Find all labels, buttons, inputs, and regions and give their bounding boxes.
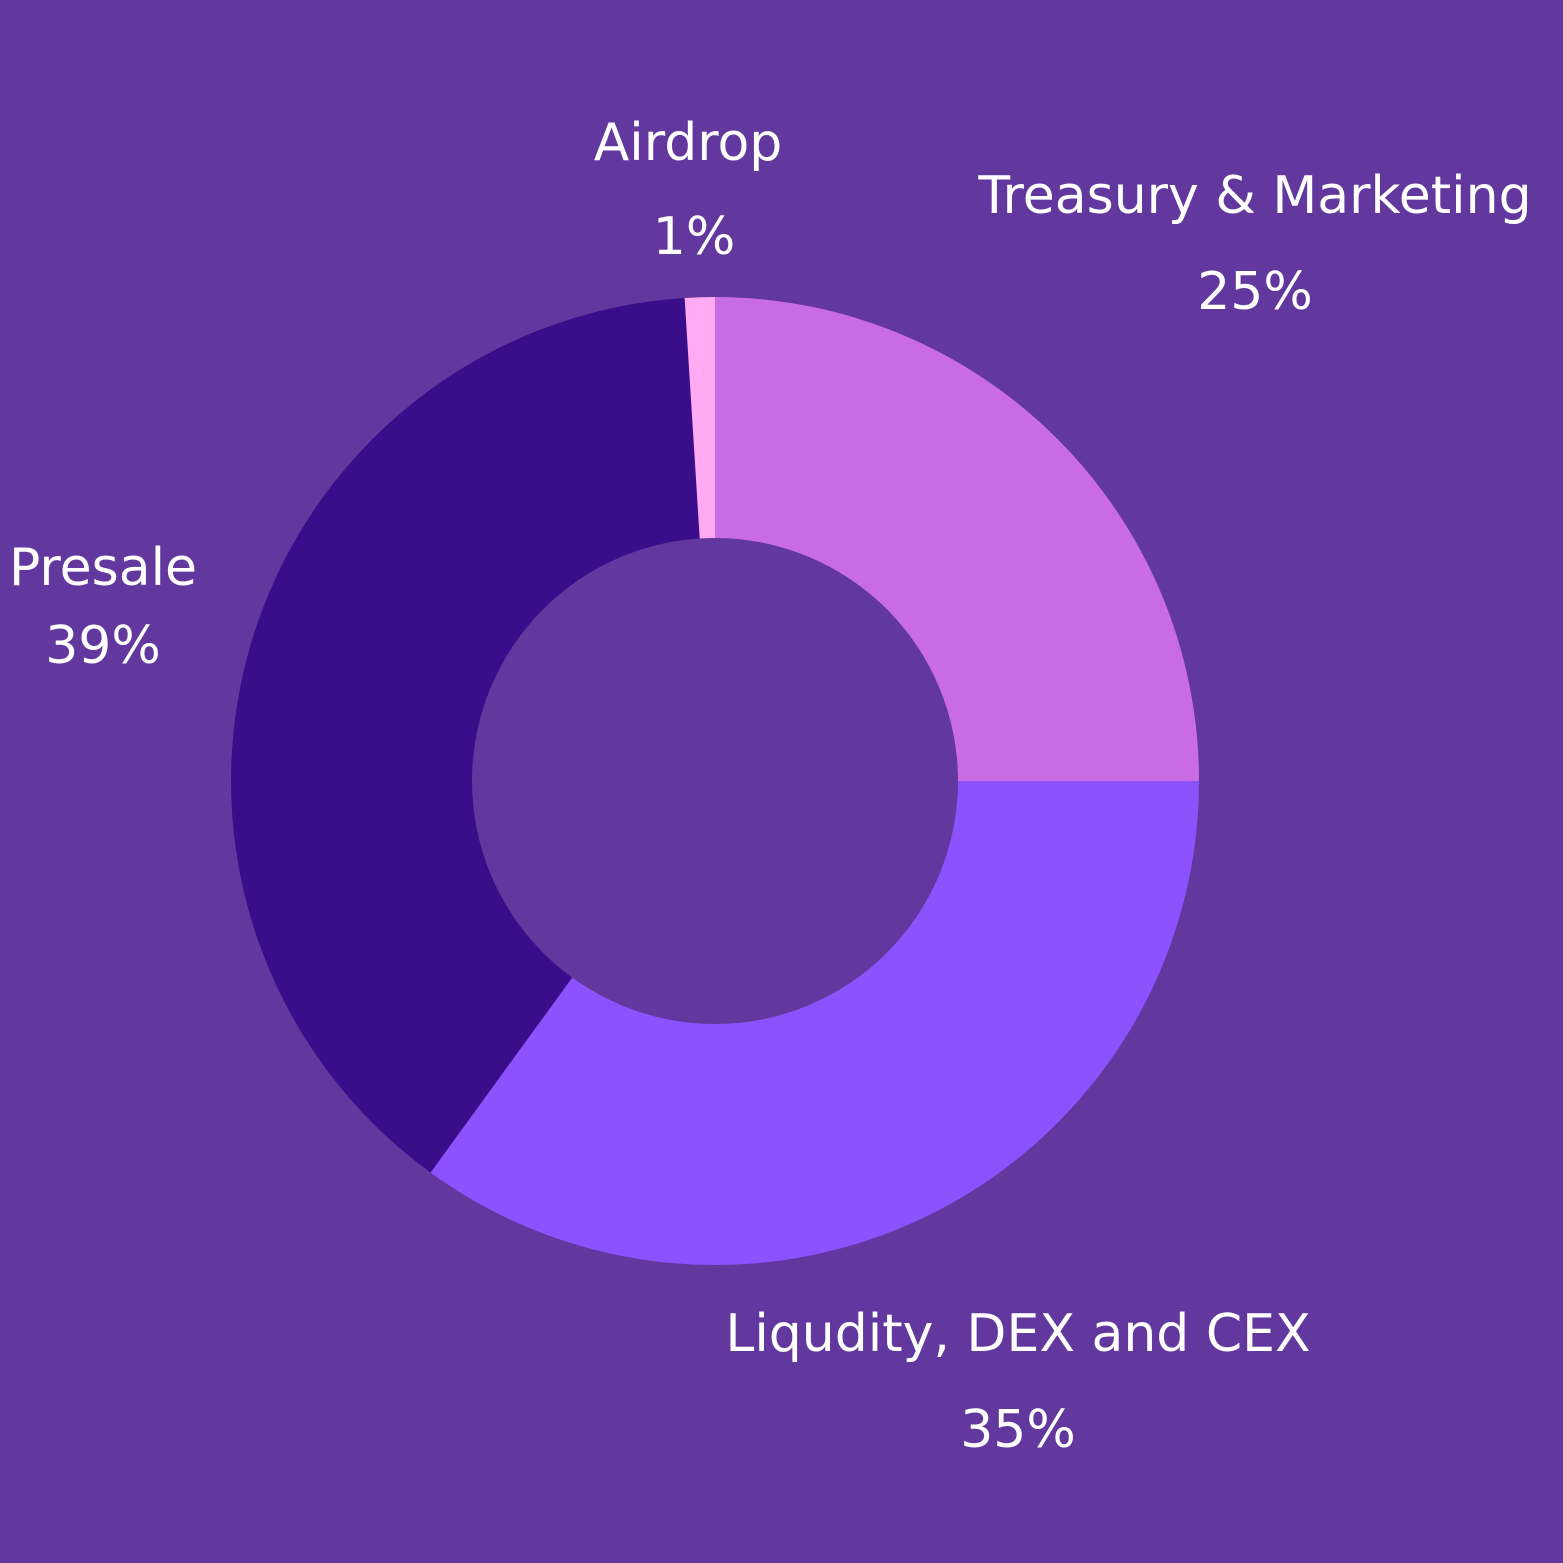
slice-name-label: Presale (9, 538, 197, 598)
slice-presale (231, 297, 715, 1173)
slice-percent-label: 39% (45, 616, 161, 676)
label-liquidity-dex-cex: Liqudity, DEX and CEX 35% (725, 1304, 1310, 1460)
slice-name-label: Airdrop (594, 113, 783, 173)
label-treasury-marketing: Treasury & Marketing 25% (977, 166, 1531, 322)
donut-hole (472, 538, 958, 1024)
label-airdrop: Airdrop 1% (594, 113, 783, 267)
slice-percent-label: 25% (1197, 262, 1313, 322)
slice-percent-label: 1% (653, 207, 736, 267)
slice-percent-label: 35% (960, 1400, 1076, 1460)
slices-group (231, 297, 1199, 1265)
label-presale: Presale 39% (9, 538, 197, 676)
slice-name-label: Treasury & Marketing (977, 166, 1531, 226)
slice-name-label: Liqudity, DEX and CEX (725, 1304, 1310, 1364)
slice-liqudity-dex-and-cex (430, 781, 1199, 1265)
